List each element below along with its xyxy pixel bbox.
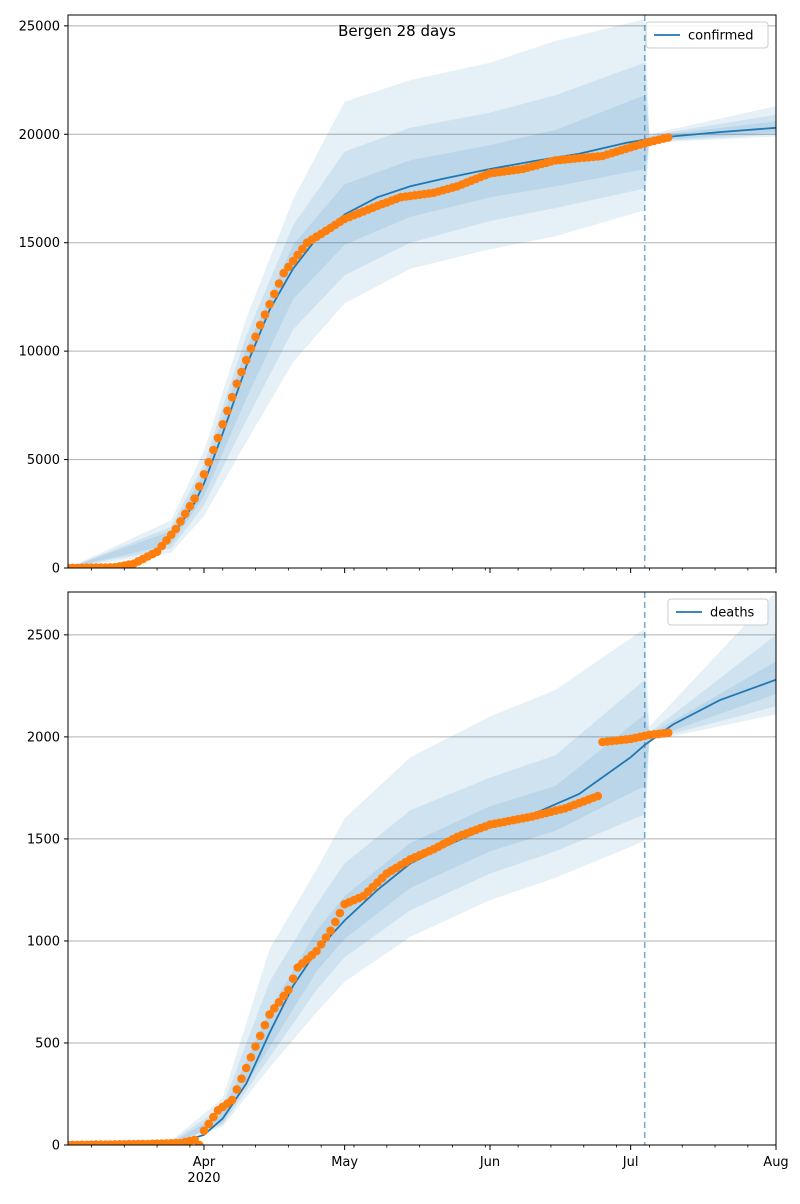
observed-point xyxy=(204,1119,213,1129)
uncertainty-band-2 xyxy=(68,62,776,568)
y-tick-label: 2500 xyxy=(27,628,60,643)
observed-point xyxy=(288,256,298,266)
plot-area xyxy=(68,15,776,568)
x-tick-label: Apr xyxy=(193,1155,216,1170)
observed-point xyxy=(335,908,345,918)
observed-point xyxy=(199,1126,209,1135)
legend-box xyxy=(667,598,769,626)
observed-point xyxy=(279,268,289,278)
y-tick-label: 25000 xyxy=(19,19,60,34)
legend-label: deaths xyxy=(710,606,755,621)
observed-point xyxy=(663,728,673,738)
observed-point xyxy=(663,133,673,142)
plot-area xyxy=(68,592,776,1145)
observed-point xyxy=(260,1020,270,1030)
observed-point xyxy=(246,1053,256,1062)
y-tick-label: 5000 xyxy=(27,453,60,468)
observed-point xyxy=(241,1063,251,1073)
y-tick-label: 0 xyxy=(52,1139,60,1154)
y-tick-label: 15000 xyxy=(19,236,60,251)
x-tick-sublabel: 2020 xyxy=(187,1171,220,1186)
observed-point xyxy=(284,985,293,995)
y-tick-label: 500 xyxy=(35,1036,60,1051)
observed-point xyxy=(298,244,307,254)
uncertainty-band-3 xyxy=(68,661,776,1145)
y-tick-label: 1000 xyxy=(27,934,60,949)
figure-title: Bergen 28 days xyxy=(338,22,456,40)
observed-point xyxy=(270,289,279,299)
observed-point xyxy=(176,517,185,526)
observed-point xyxy=(237,367,246,377)
observed-point xyxy=(171,524,181,534)
observed-point xyxy=(274,279,284,288)
axes-frame xyxy=(67,14,777,569)
observed-point xyxy=(246,344,256,353)
observed-point xyxy=(265,300,274,309)
observed-point xyxy=(162,536,171,545)
observed-point xyxy=(255,1031,265,1041)
observed-point xyxy=(223,406,232,416)
y-tick-label: 10000 xyxy=(19,345,60,360)
observed-point xyxy=(255,320,265,330)
uncertainty-band-1 xyxy=(68,19,776,568)
y-tick-label: 1500 xyxy=(27,832,60,847)
observed-point xyxy=(180,509,190,519)
observed-point xyxy=(326,926,335,935)
axes-frame xyxy=(67,591,777,1146)
observed-point xyxy=(270,1004,279,1013)
observed-point xyxy=(241,355,251,365)
observed-point xyxy=(199,470,209,479)
observed-point xyxy=(166,530,176,539)
observed-point xyxy=(593,791,603,801)
observed-point xyxy=(321,933,331,942)
observed-point xyxy=(190,494,199,503)
uncertainty-band-1 xyxy=(68,592,776,1145)
observed-point xyxy=(251,332,260,342)
legend-box xyxy=(645,21,769,49)
observed-point xyxy=(312,946,321,956)
observed-point xyxy=(195,482,204,491)
y-tick-label: 20000 xyxy=(19,128,60,143)
observed-point xyxy=(209,445,218,455)
observed-point xyxy=(293,250,303,260)
observed-point xyxy=(316,940,326,949)
observed-point xyxy=(204,457,213,467)
x-tick-label: Jun xyxy=(479,1155,500,1170)
x-tick-label: May xyxy=(331,1155,358,1170)
observed-point xyxy=(279,991,289,1001)
observed-point xyxy=(213,433,223,443)
observed-point xyxy=(195,1140,204,1145)
y-tick-label: 2000 xyxy=(27,730,60,745)
observed-point xyxy=(209,1112,218,1122)
x-tick-label: Aug xyxy=(763,1155,788,1170)
observed-point xyxy=(251,1042,260,1051)
observed-point xyxy=(152,547,162,556)
observed-point xyxy=(227,392,237,402)
y-tick-label: 0 xyxy=(52,562,60,577)
observed-point xyxy=(237,1074,246,1083)
observed-point xyxy=(331,917,340,927)
observed-point xyxy=(232,1085,242,1094)
observed-point xyxy=(185,501,195,511)
observed-point xyxy=(265,1010,274,1019)
observed-point xyxy=(232,379,242,389)
observed-point xyxy=(284,262,293,272)
model-line xyxy=(68,678,776,1145)
observed-point xyxy=(288,974,298,983)
observed-point xyxy=(227,1095,237,1105)
uncertainty-band-3 xyxy=(68,95,776,568)
legend-label: confirmed xyxy=(688,29,754,44)
chart-panel-1: 0 5000 10000 15000 20000 25000 confirmed xyxy=(19,14,777,577)
x-tick-label: Jul xyxy=(622,1155,639,1170)
uncertainty-band-2 xyxy=(68,634,776,1145)
observed-point xyxy=(260,310,270,320)
observed-point xyxy=(274,997,284,1007)
observed-point xyxy=(218,420,227,429)
